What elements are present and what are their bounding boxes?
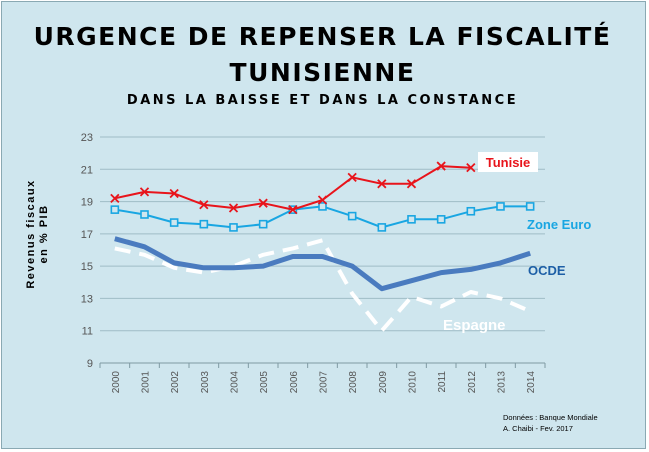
x-tick-label-2003: 2003 bbox=[200, 371, 211, 394]
chart-title-line2: TUNISIENNE bbox=[229, 58, 416, 87]
y-tick-label-19: 19 bbox=[81, 197, 93, 209]
x-tick-label-2004: 2004 bbox=[230, 371, 241, 394]
x-tick-label-2008: 2008 bbox=[348, 371, 359, 394]
y-tick-label-17: 17 bbox=[81, 229, 93, 241]
y-tick-label-9: 9 bbox=[87, 358, 93, 370]
x-tick-label-2011: 2011 bbox=[437, 371, 448, 393]
series-line-ocde bbox=[114, 236, 531, 292]
y-tick-label-21: 21 bbox=[81, 164, 93, 176]
point-tunisie-2011 bbox=[436, 161, 446, 171]
point-tunisie-2002 bbox=[169, 188, 179, 199]
point-zone-euro-2013 bbox=[496, 202, 505, 211]
x-tick-label-2010: 2010 bbox=[408, 371, 419, 394]
x-tick-label-2000: 2000 bbox=[111, 371, 122, 394]
x-tick-label-2009: 2009 bbox=[378, 371, 389, 394]
series-label-tunisie: Tunisie bbox=[486, 155, 531, 170]
series-label-zone-euro: Zone Euro bbox=[527, 217, 591, 232]
x-tick-label-2014: 2014 bbox=[526, 371, 537, 394]
point-tunisie-2009 bbox=[377, 179, 387, 189]
series-line-tunisie bbox=[114, 165, 471, 211]
point-zone-euro-2014 bbox=[525, 202, 535, 211]
point-zone-euro-2012 bbox=[466, 206, 476, 216]
y-tick-label-13: 13 bbox=[81, 293, 93, 305]
point-zone-euro-2000 bbox=[110, 205, 120, 214]
chart-subtitle: DANS LA BAISSE ET DANS LA CONSTANCE bbox=[126, 93, 519, 108]
point-tunisie-2004 bbox=[228, 203, 239, 213]
point-tunisie-2007 bbox=[317, 195, 328, 205]
x-tick-label-2005: 2005 bbox=[259, 371, 270, 394]
point-zone-euro-2011 bbox=[436, 215, 446, 224]
x-tick-label-2007: 2007 bbox=[319, 371, 330, 394]
point-zone-euro-2003 bbox=[199, 219, 209, 229]
point-zone-euro-2004 bbox=[229, 223, 238, 232]
point-tunisie-2000 bbox=[110, 193, 120, 203]
point-zone-euro-2007 bbox=[318, 202, 327, 211]
point-tunisie-2001 bbox=[139, 187, 150, 197]
point-zone-euro-2009 bbox=[377, 223, 387, 232]
source-line1: Données : Banque Mondiale bbox=[503, 413, 598, 422]
tunisie-label-box bbox=[478, 152, 538, 172]
chart-title: URGENCE DE REPENSER LA FISCALITÉ bbox=[33, 22, 612, 51]
point-tunisie-2012 bbox=[466, 163, 476, 173]
x-tick-label-2002: 2002 bbox=[170, 371, 181, 394]
x-tick-label-2013: 2013 bbox=[497, 371, 508, 394]
point-zone-euro-2008 bbox=[347, 211, 357, 221]
point-tunisie-2003 bbox=[199, 200, 209, 210]
point-tunisie-2010 bbox=[406, 179, 417, 189]
series-label-ocde: OCDE bbox=[528, 263, 566, 278]
source-note: Données : Banque Mondiale A. Chaibi - Fe… bbox=[503, 412, 598, 434]
point-zone-euro-2010 bbox=[407, 215, 416, 224]
source-line2: A. Chaibi - Fev. 2017 bbox=[503, 424, 573, 433]
point-zone-euro-2001 bbox=[140, 210, 149, 219]
x-tick-label-2001: 2001 bbox=[141, 371, 152, 394]
point-tunisie-2008 bbox=[347, 172, 357, 182]
series-label-espagne: Espagne bbox=[443, 317, 506, 334]
y-tick-label-15: 15 bbox=[81, 261, 93, 273]
y-tick-label-11: 11 bbox=[82, 326, 93, 338]
y-tick-label-23: 23 bbox=[81, 132, 93, 144]
point-tunisie-2005 bbox=[258, 198, 268, 208]
point-tunisie-2006 bbox=[288, 205, 298, 215]
point-zone-euro-2002 bbox=[169, 218, 179, 227]
x-tick-label-2012: 2012 bbox=[467, 371, 478, 394]
point-zone-euro-2005 bbox=[258, 219, 268, 229]
x-tick-label-2006: 2006 bbox=[289, 371, 300, 394]
